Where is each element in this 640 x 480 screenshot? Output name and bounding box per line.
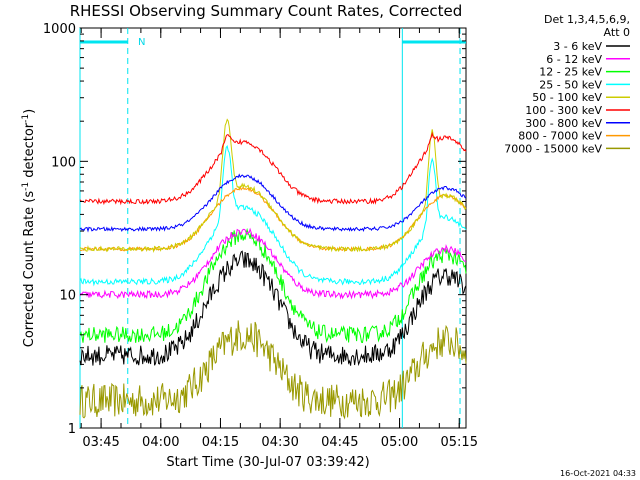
legend-label: 25 - 50 keV bbox=[539, 78, 602, 91]
series-line bbox=[79, 227, 467, 300]
y-tick-label: 1 bbox=[68, 422, 76, 437]
legend-header-line2: Att 0 bbox=[604, 26, 630, 39]
y-tick-label: 10 bbox=[59, 289, 76, 304]
legend-label: 3 - 6 keV bbox=[553, 40, 602, 53]
legend-label: 300 - 800 keV bbox=[525, 117, 602, 130]
x-axis-title: Start Time (30-Jul-07 03:39:42) bbox=[166, 455, 369, 470]
x-tick-label: 03:45 bbox=[82, 435, 119, 450]
legend-label: 800 - 7000 keV bbox=[518, 130, 602, 143]
x-tick-label: 04:30 bbox=[261, 435, 298, 450]
legend-header-line1: Det 1,3,4,5,6,9, bbox=[544, 13, 630, 26]
legend-label: 6 - 12 keV bbox=[546, 53, 602, 66]
y-axis: 1 10 100 1000 bbox=[43, 22, 466, 437]
y-axis-title: Corrected Count Rate (s-1 detector-1) bbox=[21, 109, 37, 347]
series-line bbox=[79, 118, 467, 253]
night-marker-label: N bbox=[138, 37, 145, 48]
chart-title: RHESSI Observing Summary Count Rates, Co… bbox=[70, 2, 463, 20]
legend-label: 12 - 25 keV bbox=[539, 66, 602, 79]
timestamp: 16-Oct-2021 04:33 bbox=[560, 469, 636, 478]
series-line bbox=[79, 131, 467, 206]
series-line bbox=[79, 320, 467, 420]
series-line bbox=[79, 144, 467, 287]
legend-label: 50 - 100 keV bbox=[532, 91, 602, 104]
series-line bbox=[79, 227, 467, 344]
x-tick-label: 04:15 bbox=[202, 435, 239, 450]
x-tick-label: 04:00 bbox=[142, 435, 179, 450]
saa-night-markers bbox=[79, 28, 466, 428]
series-line bbox=[79, 173, 467, 233]
x-tick-label: 04:45 bbox=[321, 435, 358, 450]
series-group bbox=[79, 118, 467, 420]
plot-frame bbox=[79, 27, 467, 429]
legend-label: 100 - 300 keV bbox=[525, 104, 602, 117]
x-tick-label: 05:15 bbox=[441, 435, 478, 450]
series-line bbox=[79, 250, 467, 367]
y-tick-label: 100 bbox=[51, 155, 76, 170]
x-axis: 03:45 04:00 04:15 04:30 04:45 05:00 05:15 bbox=[80, 28, 478, 450]
x-tick-label: 05:00 bbox=[381, 435, 418, 450]
y-tick-label: 1000 bbox=[43, 22, 76, 37]
legend-label: 7000 - 15000 keV bbox=[504, 142, 602, 155]
